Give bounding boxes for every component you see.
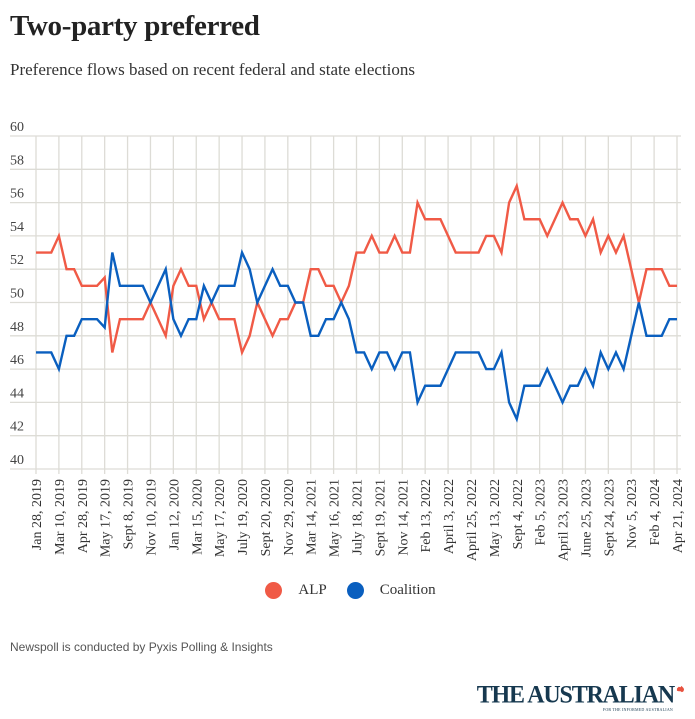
x-tick-label: Mar 15, 2020 xyxy=(190,479,205,555)
brand-tagline: FOR THE INFORMED AUSTRALIAN xyxy=(602,707,673,712)
series-lines xyxy=(36,182,677,423)
x-tick-label: April 23, 2023 xyxy=(557,479,572,561)
x-tick-label: Mar 14, 2021 xyxy=(305,479,320,555)
y-tick-label: 60 xyxy=(10,120,24,135)
x-tick-label: Sept 20, 2020 xyxy=(259,479,274,556)
x-tick-label: May 16, 2021 xyxy=(328,479,343,557)
y-tick-label: 58 xyxy=(10,153,24,168)
x-tick-label: Nov 14, 2021 xyxy=(396,479,411,556)
x-tick-label: Sept 4, 2022 xyxy=(511,479,526,549)
y-axis-labels: 40 42 44 46 48 50 52 54 56 58 60 xyxy=(10,120,24,468)
x-tick-label: July 18, 2021 xyxy=(351,479,366,555)
series-line-alp[interactable] xyxy=(36,182,677,357)
x-tick-label: Nov 10, 2019 xyxy=(144,479,159,556)
x-tick-label: Feb 13, 2022 xyxy=(419,479,434,553)
y-tick-label: 44 xyxy=(10,386,24,401)
x-tick-label: Apr 28, 2019 xyxy=(76,479,91,553)
chart-title: Two-party preferred xyxy=(10,10,260,42)
x-tick-label: May 13, 2022 xyxy=(488,479,503,557)
x-tick-label: Sept 24, 2023 xyxy=(602,479,617,556)
x-axis-labels: Jan 28, 2019 Mar 10, 2019 Apr 28, 2019 May … xyxy=(30,479,686,561)
x-tick-label: April 25, 2022 xyxy=(465,479,480,561)
line-chart: 40 42 44 46 48 50 52 54 56 58 60 Jan 28, 2019 Mar 1… xyxy=(10,120,686,561)
x-tick-label: April 3, 2022 xyxy=(442,479,457,554)
y-tick-label: 52 xyxy=(10,253,24,268)
y-tick-label: 54 xyxy=(10,220,24,235)
x-tick-label: Jan 12, 2020 xyxy=(167,479,182,550)
y-tick-label: 42 xyxy=(10,420,24,435)
x-tick-label: Nov 29, 2020 xyxy=(282,479,297,556)
x-tick-label: Sept 19, 2021 xyxy=(373,479,388,556)
legend: ALP Coalition xyxy=(0,582,695,599)
x-tick-label: Feb 4, 2024 xyxy=(648,479,663,546)
y-gridlines xyxy=(10,135,681,470)
x-tick-label: Sept 8, 2019 xyxy=(122,479,137,549)
brand-logo: THE AUSTRALIAN FOR THE INFORMED AUSTRALI… xyxy=(476,681,685,712)
chart-subtitle: Preference flows based on recent federal… xyxy=(10,60,415,79)
legend-label-coalition: Coalition xyxy=(379,582,436,598)
x-tick-label: May 17, 2019 xyxy=(99,479,114,557)
y-tick-label: 56 xyxy=(10,187,24,202)
legend-item-coalition[interactable]: Coalition xyxy=(346,582,436,599)
x-tick-label: Apr 21, 2024 xyxy=(671,479,686,553)
y-tick-label: 48 xyxy=(10,320,24,335)
y-tick-label: 40 xyxy=(10,453,24,468)
x-tick-label: Mar 10, 2019 xyxy=(53,479,68,555)
x-tick-label: June 25, 2023 xyxy=(579,479,594,557)
brand-name: THE AUSTRALIAN xyxy=(476,681,675,709)
x-tick-label: July 19, 2020 xyxy=(236,479,251,555)
y-tick-label: 46 xyxy=(10,353,24,368)
x-tick-label: Feb 5, 2023 xyxy=(534,479,549,546)
y-tick-label: 50 xyxy=(10,287,24,302)
x-tick-label: Nov 5, 2023 xyxy=(625,479,640,549)
legend-label-alp: ALP xyxy=(298,582,327,598)
series-line-coalition[interactable] xyxy=(36,248,677,423)
alp-color-swatch-icon xyxy=(265,582,283,599)
x-tick-label: Jan 28, 2019 xyxy=(30,479,45,550)
legend-item-alp[interactable]: ALP xyxy=(265,582,327,599)
australia-map-icon xyxy=(676,685,685,693)
coalition-color-swatch-icon xyxy=(346,582,364,599)
x-tick-label: May 17, 2020 xyxy=(213,479,228,557)
source-note: Newspoll is conducted by Pyxis Polling &… xyxy=(10,640,273,654)
x-gridlines xyxy=(35,136,678,474)
